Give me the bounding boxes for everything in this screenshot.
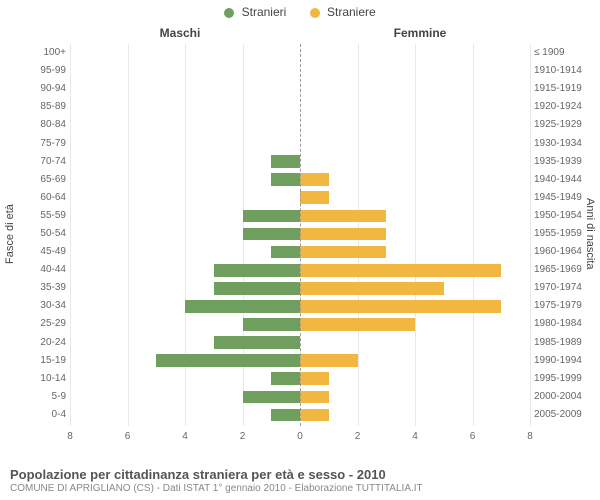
legend: Stranieri Straniere — [0, 4, 600, 19]
birth-year-label: 1975-1979 — [534, 301, 594, 311]
birth-year-label: 1915-1919 — [534, 84, 594, 94]
bar-male — [271, 409, 300, 422]
x-tick-label: 8 — [60, 431, 80, 442]
bar-female — [300, 372, 329, 385]
age-label: 65-69 — [28, 175, 66, 185]
x-tick-label: 4 — [175, 431, 195, 442]
age-label: 60-64 — [28, 193, 66, 203]
bar-male — [271, 155, 300, 168]
age-label: 15-19 — [28, 356, 66, 366]
birth-year-label: 1925-1929 — [534, 120, 594, 130]
bar-female — [300, 264, 501, 277]
birth-year-label: 2005-2009 — [534, 410, 594, 420]
y-axis-title-left: Fasce di età — [4, 44, 16, 424]
birth-year-label: 1945-1949 — [534, 193, 594, 203]
age-label: 85-89 — [28, 102, 66, 112]
age-label: 5-9 — [28, 392, 66, 402]
birth-year-label: 1930-1934 — [534, 139, 594, 149]
age-label: 100+ — [28, 48, 66, 58]
bar-female — [300, 191, 329, 204]
birth-year-label: ≤ 1909 — [534, 48, 594, 58]
bar-female — [300, 354, 358, 367]
age-label: 90-94 — [28, 84, 66, 94]
bar-male — [243, 318, 301, 331]
bar-female — [300, 282, 444, 295]
birth-year-label: 1960-1964 — [534, 247, 594, 257]
x-tick-label: 2 — [233, 431, 253, 442]
x-tick-label: 4 — [405, 431, 425, 442]
age-label: 20-24 — [28, 338, 66, 348]
bar-female — [300, 173, 329, 186]
age-label: 35-39 — [28, 283, 66, 293]
x-tick-label: 2 — [348, 431, 368, 442]
grid-line — [530, 44, 531, 426]
birth-year-label: 1920-1924 — [534, 102, 594, 112]
chart-plot-area: 864202468100+≤ 190995-991910-191490-9419… — [70, 44, 530, 444]
birth-year-label: 2000-2004 — [534, 392, 594, 402]
birth-year-label: 1990-1994 — [534, 356, 594, 366]
age-label: 0-4 — [28, 410, 66, 420]
bar-male — [243, 210, 301, 223]
age-label: 40-44 — [28, 265, 66, 275]
bar-male — [156, 354, 300, 367]
age-label: 50-54 — [28, 229, 66, 239]
x-tick-label: 6 — [118, 431, 138, 442]
legend-label-female: Straniere — [327, 5, 376, 19]
x-tick-label: 0 — [290, 431, 310, 442]
birth-year-label: 1965-1969 — [534, 265, 594, 275]
birth-year-label: 1910-1914 — [534, 66, 594, 76]
birth-year-label: 1955-1959 — [534, 229, 594, 239]
x-tick-label: 8 — [520, 431, 540, 442]
x-tick-label: 6 — [463, 431, 483, 442]
age-label: 25-29 — [28, 319, 66, 329]
bar-female — [300, 391, 329, 404]
legend-label-male: Stranieri — [242, 5, 287, 19]
legend-item-female: Straniere — [310, 5, 376, 19]
center-line — [300, 44, 301, 426]
chart-container: Stranieri Straniere Maschi Femmine Fasce… — [0, 0, 600, 500]
birth-year-label: 1970-1974 — [534, 283, 594, 293]
bar-male — [214, 336, 300, 349]
bar-male — [271, 246, 300, 259]
bar-male — [243, 228, 301, 241]
bar-male — [185, 300, 300, 313]
age-label: 95-99 — [28, 66, 66, 76]
chart-title: Popolazione per cittadinanza straniera p… — [10, 467, 590, 482]
birth-year-label: 1985-1989 — [534, 338, 594, 348]
bar-female — [300, 409, 329, 422]
bar-male — [271, 173, 300, 186]
chart-footer: Popolazione per cittadinanza straniera p… — [10, 467, 590, 494]
age-label: 70-74 — [28, 157, 66, 167]
legend-swatch-male — [224, 8, 234, 18]
birth-year-label: 1940-1944 — [534, 175, 594, 185]
age-label: 45-49 — [28, 247, 66, 257]
bar-female — [300, 210, 386, 223]
bar-female — [300, 318, 415, 331]
legend-item-male: Stranieri — [224, 5, 286, 19]
bar-male — [243, 391, 301, 404]
age-label: 75-79 — [28, 139, 66, 149]
age-label: 80-84 — [28, 120, 66, 130]
bar-male — [214, 282, 300, 295]
bar-female — [300, 300, 501, 313]
birth-year-label: 1980-1984 — [534, 319, 594, 329]
birth-year-label: 1950-1954 — [534, 211, 594, 221]
legend-swatch-female — [310, 8, 320, 18]
age-label: 10-14 — [28, 374, 66, 384]
bar-female — [300, 228, 386, 241]
birth-year-label: 1995-1999 — [534, 374, 594, 384]
bar-female — [300, 246, 386, 259]
age-label: 30-34 — [28, 301, 66, 311]
chart-subtitle: COMUNE DI APRIGLIANO (CS) - Dati ISTAT 1… — [10, 483, 590, 494]
age-label: 55-59 — [28, 211, 66, 221]
header-female: Femmine — [390, 26, 450, 40]
birth-year-label: 1935-1939 — [534, 157, 594, 167]
bar-male — [271, 372, 300, 385]
header-male: Maschi — [150, 26, 210, 40]
bar-male — [214, 264, 300, 277]
